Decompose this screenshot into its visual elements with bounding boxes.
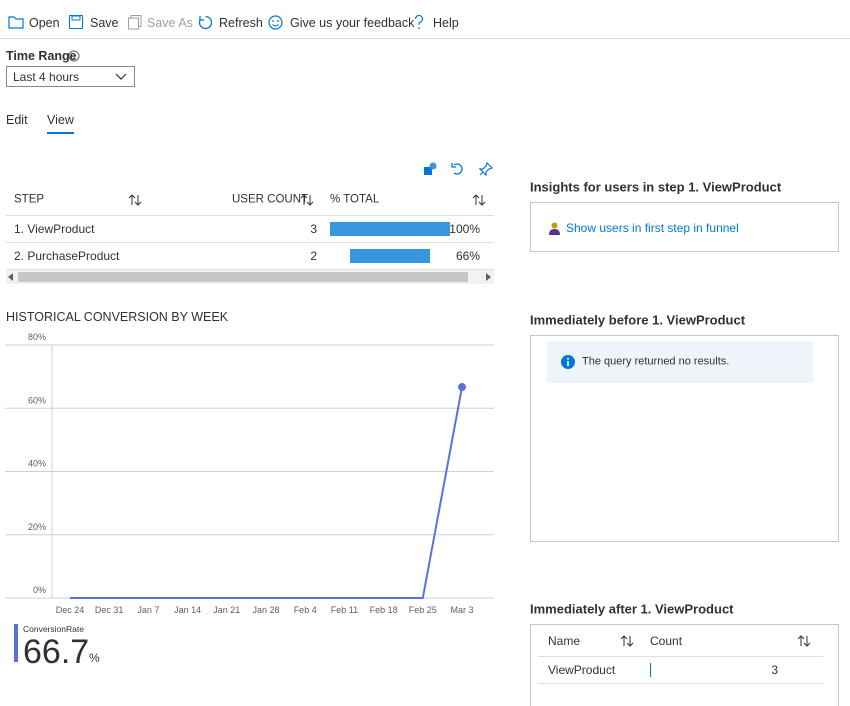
save-as-icon	[128, 15, 142, 30]
before-box: The query returned no results.	[530, 335, 839, 542]
share-icon[interactable]	[423, 162, 437, 176]
open-icon	[8, 16, 24, 29]
x-tick-label: Feb 11	[331, 605, 358, 615]
toolbar-divider	[0, 38, 850, 39]
y-tick-label: 40%	[28, 459, 46, 469]
row-count: 3	[771, 663, 778, 677]
x-tick-label: Feb 18	[370, 605, 398, 615]
tab[interactable]: Edit	[6, 112, 28, 127]
percent-label: 66%	[455, 249, 480, 263]
sort-icon[interactable]	[300, 194, 314, 206]
row-divider	[538, 656, 823, 657]
summary-value: 66.7	[23, 633, 90, 671]
row-name: ViewProduct	[548, 663, 616, 677]
help-button[interactable]: Help	[433, 15, 459, 30]
after-title: Immediately after 1. ViewProduct	[530, 601, 734, 617]
data-point	[458, 383, 466, 392]
y-tick-label: 20%	[28, 522, 46, 532]
user-count: 2	[310, 249, 317, 263]
feedback-icon	[268, 15, 283, 30]
x-tick-label: Feb 4	[294, 605, 317, 615]
before-title: Immediately before 1. ViewProduct	[530, 312, 746, 328]
count-bar	[650, 663, 651, 677]
tab-underline	[47, 132, 74, 134]
sort-icon[interactable]	[620, 635, 634, 647]
x-tick-label: Jan 14	[174, 605, 201, 615]
insights-link[interactable]: Show users in first step in funnel	[566, 221, 739, 235]
x-tick-label: Dec 31	[95, 605, 124, 615]
row-divider	[6, 269, 494, 270]
row-divider	[6, 242, 494, 243]
scroll-right[interactable]	[486, 273, 492, 281]
y-tick-label: 60%	[28, 395, 46, 405]
chart-title: HISTORICAL CONVERSION BY WEEK	[6, 309, 229, 324]
undo-icon[interactable]	[451, 162, 465, 176]
open-button[interactable]: Open	[29, 15, 60, 30]
info-icon	[561, 355, 575, 369]
x-tick-label: Jan 21	[213, 605, 240, 615]
step-name: 1. ViewProduct	[14, 222, 95, 236]
x-tick-label: Jan 28	[252, 605, 279, 615]
message-text: The query returned no results.	[582, 355, 730, 368]
x-tick-label: Dec 24	[56, 605, 85, 615]
insights-box: Show users in first step in funnel	[530, 202, 839, 252]
time-range-dropdown[interactable]: Last 4 hours	[6, 66, 135, 87]
user-count: 3	[310, 222, 317, 236]
time-range-value: Last 4 hours	[13, 70, 80, 84]
legend-name: ConversionRate	[23, 624, 84, 634]
insights-title: Insights for users in step 1. ViewProduc…	[530, 179, 782, 195]
sort-icon[interactable]	[472, 194, 486, 206]
x-tick-label: Feb 25	[409, 605, 437, 615]
row-divider	[6, 215, 494, 216]
x-tick-label: Jan 7	[137, 605, 159, 615]
percent-bar	[330, 222, 450, 236]
save-button[interactable]: Save	[90, 15, 119, 30]
summary-unit: %	[89, 651, 100, 665]
pin-icon[interactable]	[478, 161, 494, 177]
user-icon	[549, 222, 560, 235]
scroll-left[interactable]	[8, 273, 14, 281]
chevron-icon	[115, 73, 127, 80]
message-bar: The query returned no results.	[547, 341, 813, 383]
column-header: Count	[650, 634, 683, 648]
after-box: Name Count ViewProduct 3	[530, 624, 839, 706]
help-icon	[414, 14, 424, 29]
feedback-button[interactable]: Give us your feedback	[290, 15, 415, 30]
legend-swatch	[14, 624, 18, 662]
series-line	[70, 386, 463, 599]
row-divider	[538, 683, 823, 684]
y-tick-label: 80%	[28, 332, 46, 342]
percent-label: 100%	[449, 222, 480, 236]
sort-icon[interactable]	[797, 635, 811, 647]
column-header: % TOTAL	[330, 193, 380, 206]
column-header: USER COUNT	[232, 193, 309, 206]
y-tick-label: 0%	[33, 585, 46, 595]
percent-bar	[350, 249, 430, 263]
refresh-icon	[198, 15, 213, 30]
column-header: STEP	[14, 193, 45, 206]
scrollbar[interactable]	[6, 270, 494, 284]
sort-icon[interactable]	[128, 194, 142, 206]
x-tick-label: Mar 3	[450, 605, 473, 615]
line-chart: 0% 20% 40% 60% 80% Dec 24 Dec 31 Jan 7 Jan 14 Jan…	[5, 332, 494, 615]
info-icon	[68, 50, 80, 62]
column-header: Name	[548, 634, 581, 648]
save-icon	[69, 15, 83, 29]
save-as-button[interactable]: Save As	[147, 15, 193, 30]
step-name: 2. PurchaseProduct	[14, 249, 120, 263]
refresh-button[interactable]: Refresh	[219, 15, 263, 30]
time-range-label: Time Range	[6, 48, 77, 63]
scroll-thumb[interactable]	[18, 272, 468, 282]
tab[interactable]: View	[47, 112, 74, 127]
